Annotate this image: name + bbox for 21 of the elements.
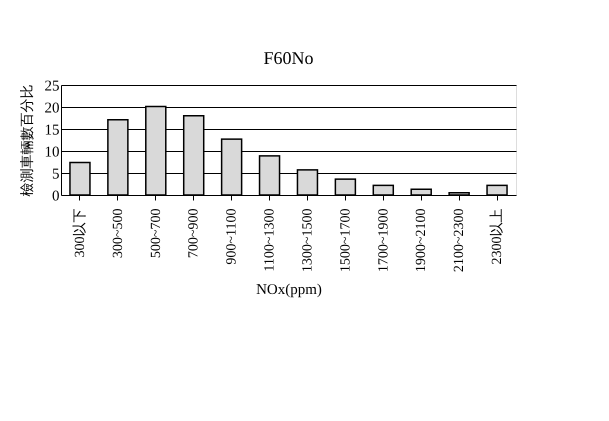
y-tick-label: 25 [44, 78, 60, 94]
x-tick-label: 1500~1700 [338, 208, 354, 272]
x-tick-label: 300~500 [110, 208, 126, 258]
x-tick-label: 2100~2300 [452, 208, 468, 272]
x-tick-label: 700~900 [186, 208, 202, 258]
x-axis-title: NOx(ppm) [256, 282, 322, 298]
x-tick-label: 1900~2100 [414, 208, 430, 272]
x-tick-label: 1700~1900 [376, 208, 392, 272]
x-tick-label: 2300以上 [489, 208, 506, 264]
y-tick-label: 0 [52, 188, 60, 204]
y-axis-title: 檢測車輛數百分比 [20, 84, 36, 196]
x-tick-label: 1100~1300 [262, 208, 278, 272]
y-tick-label: 10 [44, 144, 60, 160]
x-tick-label: 500~700 [148, 208, 164, 258]
chart-title: F60No [263, 48, 314, 68]
x-tick-label: 300以下 [72, 208, 88, 258]
y-tick-label: 20 [44, 100, 60, 116]
y-tick-label: 15 [44, 122, 60, 138]
x-tick-label: 1300~1500 [300, 208, 316, 272]
x-tick-label: 900~1100 [224, 208, 240, 265]
y-tick-label: 5 [52, 166, 60, 182]
